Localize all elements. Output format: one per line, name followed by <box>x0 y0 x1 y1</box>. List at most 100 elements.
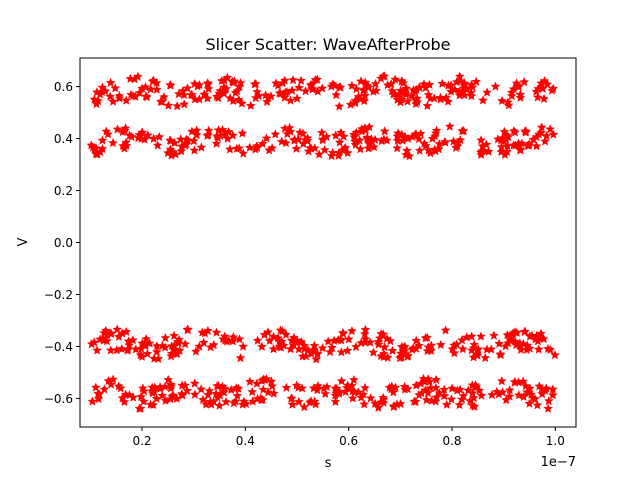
data-point <box>478 95 488 105</box>
data-point <box>359 328 370 339</box>
data-point <box>119 396 130 407</box>
series-1 <box>89 71 559 111</box>
data-point <box>256 394 266 405</box>
data-point <box>382 135 392 145</box>
data-point <box>360 324 371 334</box>
data-point <box>295 127 305 137</box>
data-point <box>213 125 224 135</box>
y-axis-label: V <box>16 237 31 246</box>
y-tick-label: 0.0 <box>54 236 73 250</box>
data-point <box>362 132 373 142</box>
data-point <box>154 131 165 142</box>
data-point <box>334 101 345 111</box>
data-point <box>114 93 125 103</box>
data-point <box>415 128 426 138</box>
data-point <box>198 394 208 404</box>
data-point <box>519 76 530 87</box>
data-point <box>145 84 156 94</box>
data-point <box>543 395 554 406</box>
data-point <box>515 92 526 102</box>
data-point <box>379 348 389 359</box>
data-point <box>206 399 217 409</box>
data-point <box>507 329 518 339</box>
data-point <box>199 89 209 99</box>
data-point <box>203 83 214 94</box>
data-point <box>300 86 311 96</box>
data-point <box>388 387 399 397</box>
data-point <box>404 151 415 161</box>
data-point <box>182 325 193 335</box>
data-point <box>526 389 537 399</box>
data-point <box>398 342 408 353</box>
data-point <box>482 87 492 97</box>
data-point <box>296 75 306 85</box>
data-point <box>392 143 403 153</box>
data-point <box>252 378 262 388</box>
data-point <box>476 135 486 145</box>
data-point <box>487 389 497 400</box>
series-4 <box>87 373 558 413</box>
data-point <box>93 95 103 106</box>
data-point <box>95 334 105 344</box>
data-point <box>212 392 223 402</box>
data-point <box>302 133 313 143</box>
data-point <box>288 74 298 85</box>
data-point <box>309 340 320 350</box>
data-point <box>138 396 149 406</box>
data-point <box>516 344 526 354</box>
data-point <box>420 82 431 93</box>
data-point <box>519 326 530 337</box>
data-point <box>245 100 256 110</box>
data-point <box>155 383 166 393</box>
data-point <box>179 99 190 109</box>
data-point <box>165 135 175 145</box>
data-point <box>334 147 344 158</box>
data-point <box>145 399 156 409</box>
y-tick-label: −0.6 <box>44 392 73 406</box>
data-point <box>328 79 338 89</box>
data-point <box>294 82 304 92</box>
data-point <box>202 130 213 140</box>
data-point <box>92 149 103 159</box>
data-point <box>330 396 341 407</box>
data-point <box>172 101 183 111</box>
data-point <box>420 333 431 343</box>
data-point <box>141 333 152 344</box>
data-point <box>325 346 335 357</box>
x-tick-label: 0.4 <box>236 434 255 448</box>
data-point <box>542 79 553 89</box>
data-point <box>532 92 543 102</box>
data-point <box>312 385 323 395</box>
data-point <box>192 81 203 91</box>
data-point <box>388 89 399 99</box>
data-point <box>518 376 528 386</box>
data-point <box>219 75 230 85</box>
data-point <box>312 86 323 96</box>
data-point <box>249 79 260 89</box>
data-point <box>319 144 330 155</box>
data-point <box>454 399 465 410</box>
data-point <box>213 132 223 143</box>
data-point <box>139 386 149 396</box>
data-point <box>212 380 223 391</box>
data-point <box>430 382 441 393</box>
data-point <box>234 334 245 344</box>
y-tick-label: −0.4 <box>44 340 73 354</box>
data-point <box>128 335 138 345</box>
data-point <box>455 384 465 394</box>
data-point <box>353 387 364 397</box>
data-point <box>545 344 556 355</box>
data-point <box>330 390 341 400</box>
data-point <box>401 89 411 99</box>
data-point <box>379 126 390 136</box>
data-point <box>267 143 277 153</box>
data-point <box>135 349 146 360</box>
data-point <box>467 387 478 398</box>
data-point <box>151 346 162 357</box>
data-point <box>196 142 207 152</box>
data-point <box>170 149 181 159</box>
data-point <box>458 125 469 136</box>
